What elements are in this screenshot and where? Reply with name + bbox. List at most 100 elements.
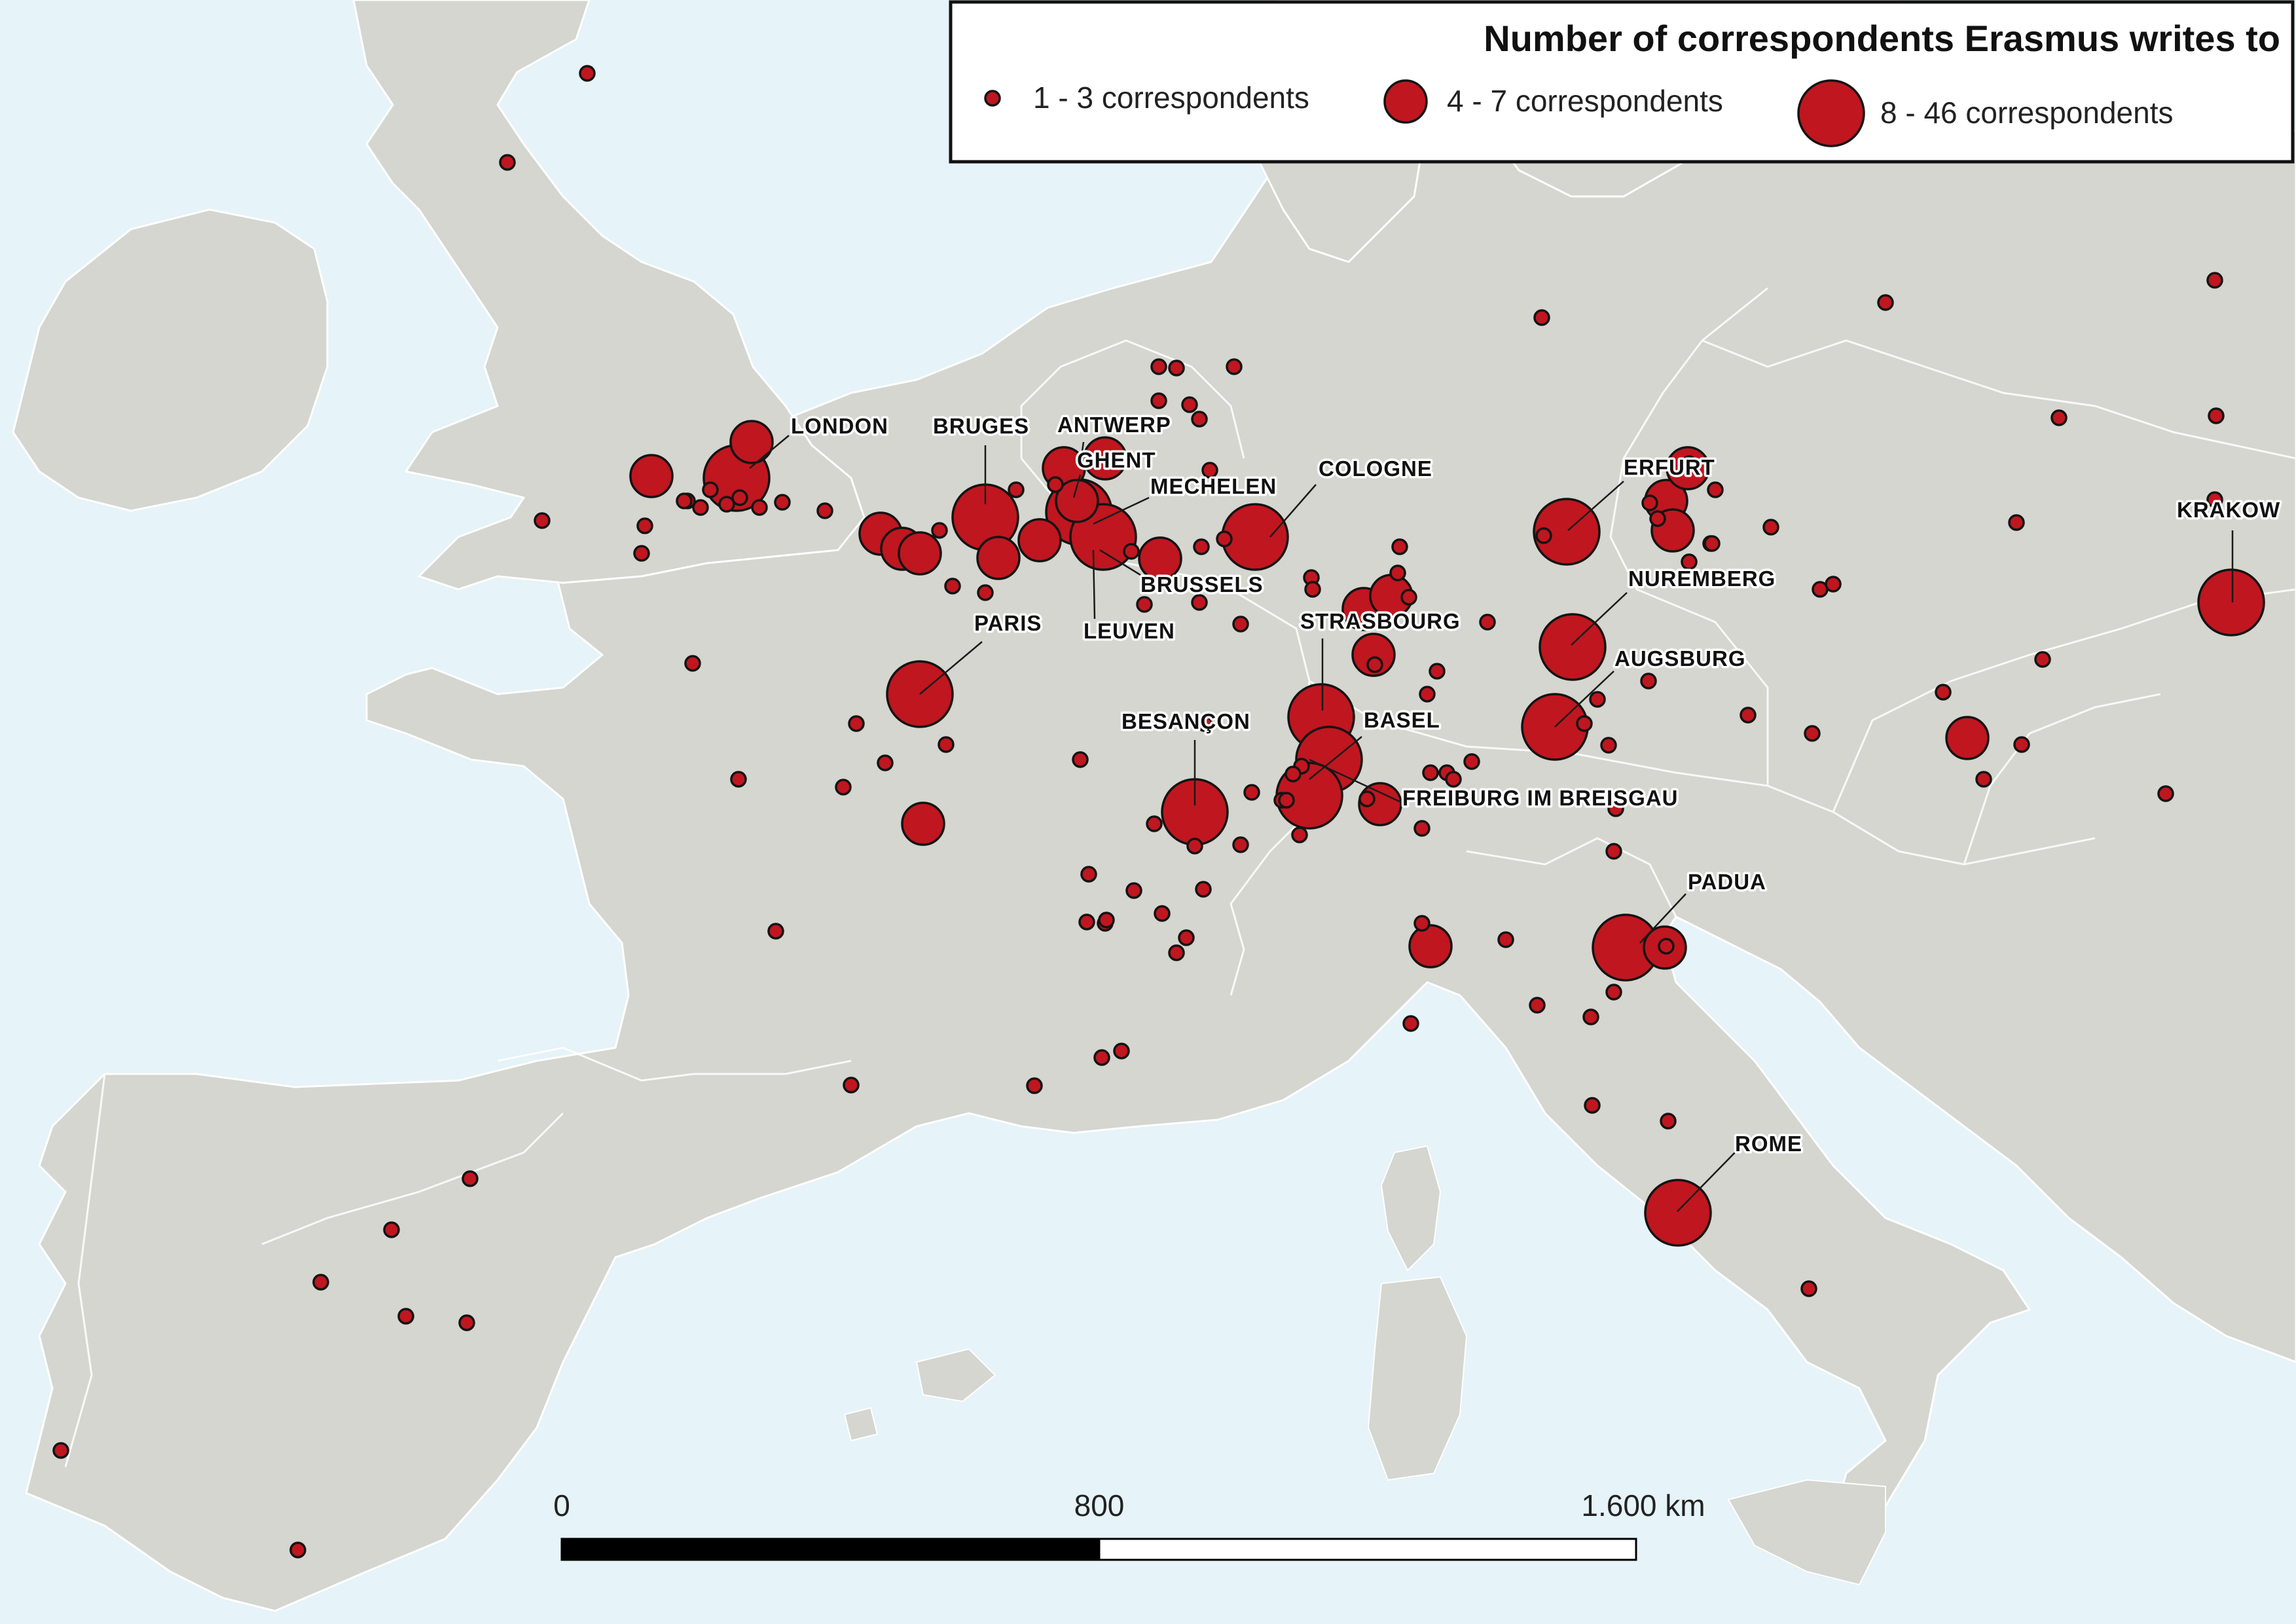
symbol-medium (1408, 924, 1453, 969)
legend-title: Number of correspondents Erasmus writes … (1484, 18, 2280, 59)
symbol-small (1529, 997, 1546, 1014)
symbol-small (1584, 1097, 1601, 1114)
symbol-small (1196, 715, 1213, 732)
leader-paris (919, 641, 983, 695)
leader-mechelen (1093, 496, 1150, 525)
symbol-small (1605, 843, 1622, 860)
legend-symbol-large (1797, 79, 1865, 147)
symbol-medium (729, 420, 774, 464)
city-label-basel: BASEL (1364, 708, 1440, 732)
symbol-small (1191, 411, 1208, 428)
symbol-small (458, 1314, 475, 1331)
symbol-small (692, 499, 709, 516)
symbol-small (1080, 866, 1097, 883)
symbol-small (1975, 771, 1992, 788)
leader-leuven (1092, 549, 1096, 619)
symbol-small (1535, 527, 1552, 544)
symbol-small (52, 1442, 69, 1459)
symbol-small (1740, 707, 1757, 724)
city-label-mechelen: MECHELEN (1150, 474, 1277, 498)
symbol-small (1154, 905, 1171, 922)
symbol-small (977, 584, 994, 601)
symbol-small (2013, 736, 2030, 753)
ibiza (843, 1407, 879, 1442)
symbol-small (1641, 494, 1658, 511)
symbol-small (2034, 651, 2051, 668)
symbol-small (383, 1221, 400, 1238)
symbol-small (1093, 1049, 1110, 1066)
symbol-small (718, 496, 735, 513)
symbol-small (1150, 358, 1167, 375)
scale-label-800: 800 (1074, 1488, 1125, 1522)
symbol-small (499, 154, 516, 171)
symbol-small (1589, 691, 1606, 708)
scale-label-0: 0 (553, 1488, 570, 1522)
symbol-small (684, 655, 701, 672)
symbol-medium (1351, 633, 1396, 677)
symbol-small (1649, 510, 1666, 527)
leader-ghent (1072, 474, 1082, 498)
legend: Number of correspondents Erasmus writes … (949, 0, 2295, 164)
symbol-small (579, 65, 596, 82)
symbol-small (2206, 272, 2223, 289)
symbol-small (1640, 673, 1657, 690)
symbol-small (1681, 553, 1698, 570)
symbol-small (1047, 476, 1064, 493)
symbol-small (1804, 725, 1821, 742)
sicily (1727, 1479, 1886, 1586)
symbol-small (877, 754, 894, 771)
legend-label-medium: 4 - 7 correspondents (1447, 84, 1723, 118)
symbol-small (1389, 564, 1406, 581)
symbol-small (1291, 826, 1308, 843)
symbol-small (1243, 784, 1260, 801)
symbol-medium (901, 802, 945, 846)
symbol-large (1539, 613, 1607, 681)
symbol-small (1366, 656, 1383, 673)
city-label-bruges: BRUGES (933, 414, 1029, 438)
symbol-small (1226, 358, 1243, 375)
symbol-small (1181, 396, 1198, 413)
symbol-small (1072, 751, 1089, 768)
leader-augsburg (1554, 671, 1614, 728)
symbol-small (751, 499, 768, 516)
city-label-besancon: BESANÇON (1121, 709, 1250, 733)
city-label-freiburg: FREIBURG IM BREISGAU (1402, 786, 1679, 810)
symbol-medium (1945, 716, 1990, 760)
symbol-small (1402, 1015, 1419, 1032)
symbol-small (2208, 407, 2225, 424)
symbol-medium (629, 454, 674, 498)
symbol-small (730, 771, 747, 788)
symbol-small (1533, 309, 1550, 326)
symbol-small (1078, 913, 1095, 931)
leader-rome (1677, 1152, 1736, 1212)
symbol-small (1168, 944, 1185, 961)
symbol-small (835, 779, 852, 796)
symbol-small (1168, 360, 1185, 377)
symbol-small (1660, 1113, 1677, 1130)
leader-erfurt (1567, 481, 1624, 531)
symbol-small (816, 502, 833, 519)
city-label-rome: ROME (1735, 1132, 1802, 1156)
symbol-small (1413, 820, 1430, 837)
symbol-small (1232, 836, 1249, 853)
symbol-medium (1017, 518, 1062, 563)
symbol-small (1146, 815, 1163, 832)
symbol-small (1136, 596, 1153, 613)
symbol-medium (976, 536, 1021, 580)
symbol-small (2157, 785, 2174, 802)
city-label-antwerp: ANTWERP (1057, 413, 1171, 437)
symbol-small (1098, 912, 1115, 929)
symbol-small (1681, 455, 1698, 472)
symbol-small (1607, 800, 1624, 817)
leader-basel (1309, 736, 1362, 780)
symbol-small (1191, 594, 1208, 611)
symbol-small (1800, 1280, 1817, 1297)
leader-cologne (1269, 484, 1317, 538)
symbol-small (1576, 715, 1593, 732)
symbol-small (462, 1170, 479, 1187)
legend-box (949, 0, 2295, 164)
city-label-krakow: KRAKOW (2177, 498, 2280, 522)
symbol-small (1304, 581, 1321, 598)
symbol-small (676, 492, 693, 509)
